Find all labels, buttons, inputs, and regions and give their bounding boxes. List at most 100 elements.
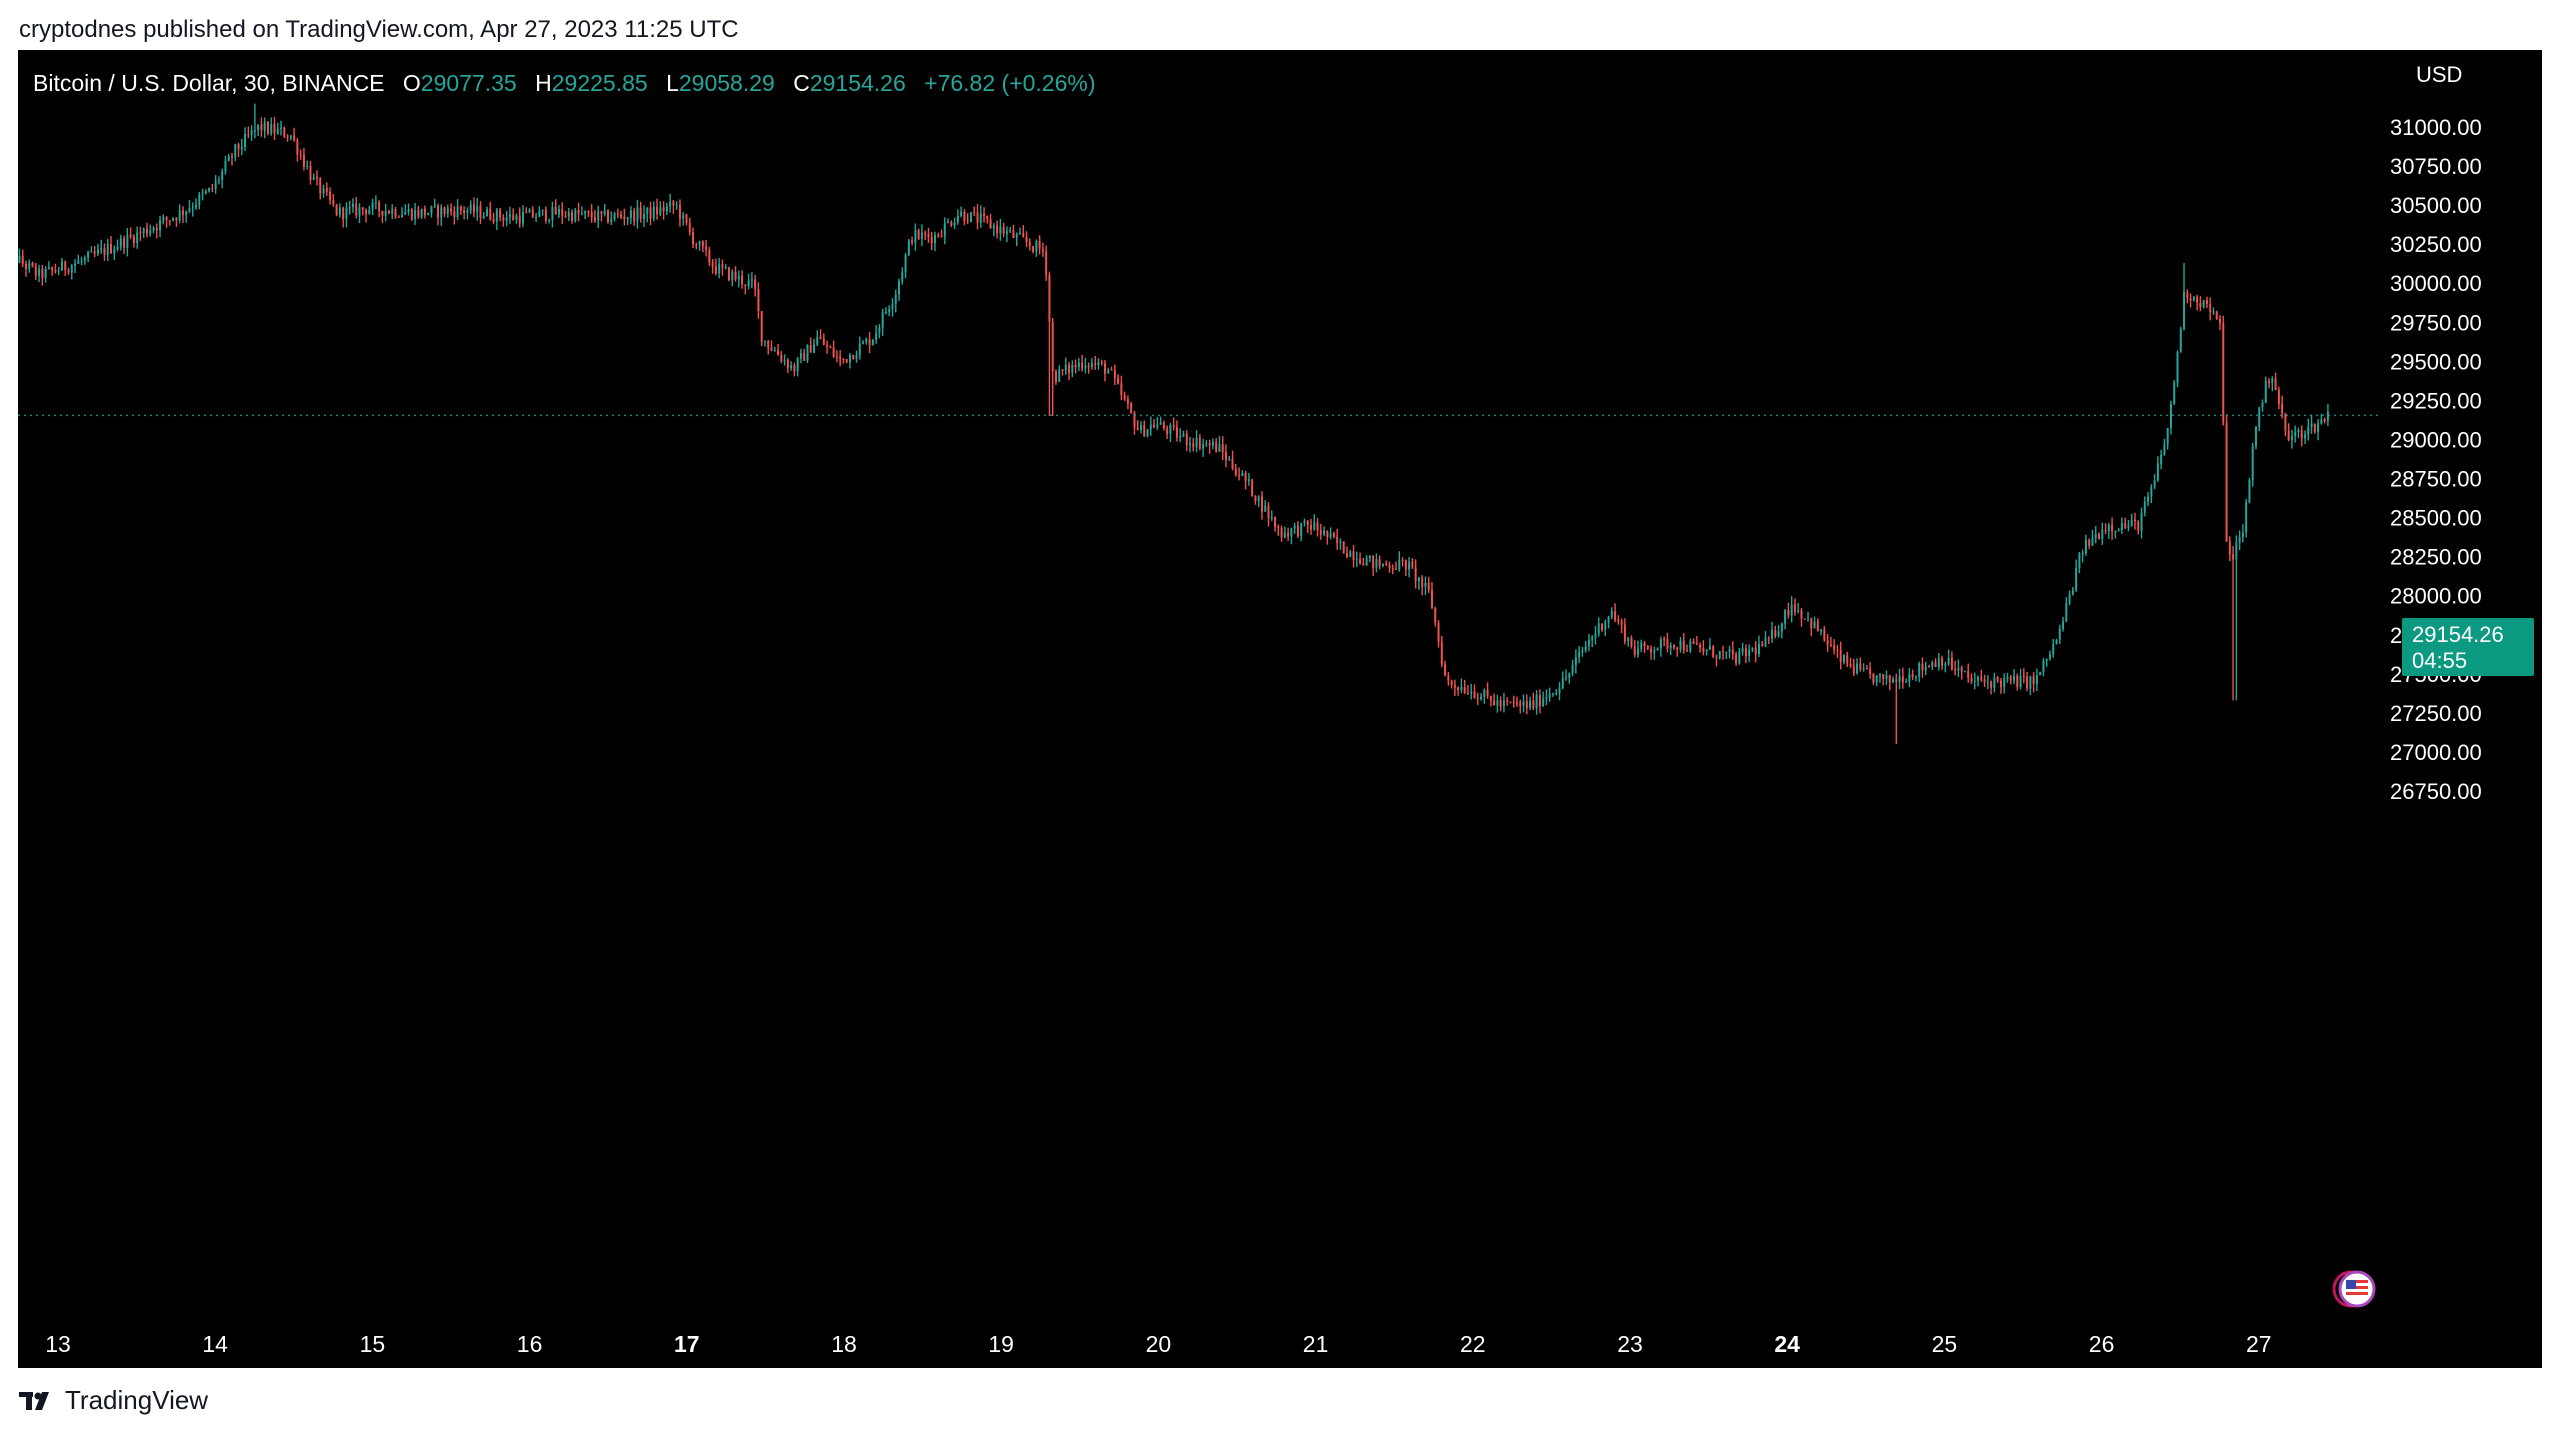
candle-body	[136, 232, 139, 244]
candle-body	[1950, 657, 1953, 670]
candle-body	[260, 124, 263, 131]
candle-body	[2022, 676, 2025, 678]
us-flag-icon[interactable]	[2331, 1268, 2377, 1310]
candle-body	[1172, 425, 1175, 427]
candle-body	[695, 244, 698, 246]
candle-body	[1087, 365, 1090, 367]
candle-body	[541, 209, 544, 211]
candle-body	[871, 339, 874, 346]
candle-body	[2111, 524, 2114, 532]
price-tick-label: 27000.00	[2390, 740, 2482, 765]
candle-body	[1885, 675, 1888, 679]
candle-body	[427, 213, 430, 215]
candle-body	[492, 219, 495, 222]
close-label: C	[793, 70, 810, 96]
candle-body	[2199, 302, 2202, 308]
candle-body	[1162, 422, 1165, 429]
candle-body	[1453, 685, 1456, 688]
candle-body	[129, 234, 132, 237]
candle-body	[1185, 433, 1188, 445]
candle-body	[2176, 352, 2179, 383]
candle-body	[1597, 623, 1600, 634]
candle-body	[1610, 611, 1613, 617]
candle-body	[1905, 681, 1908, 683]
candle-body	[1211, 441, 1214, 446]
candle-body	[2284, 413, 2287, 431]
candle-body	[603, 210, 606, 214]
candle-body	[1323, 530, 1326, 535]
candle-body	[2147, 496, 2150, 503]
candle-body	[2071, 589, 2074, 595]
candle-body	[1548, 694, 1551, 698]
candle-body	[1764, 637, 1767, 647]
candle-body	[571, 212, 574, 222]
candle-body	[1565, 677, 1568, 679]
time-tick-label: 25	[1932, 1331, 1958, 1357]
candle-body	[2127, 525, 2130, 528]
candle-body	[1411, 561, 1414, 568]
footer-brand[interactable]: TradingView	[19, 1385, 208, 1416]
candle-body	[397, 216, 400, 218]
candle-body	[1123, 395, 1126, 400]
candle-body	[1672, 645, 1675, 648]
candle-body	[1960, 667, 1963, 672]
candle-body	[858, 343, 861, 356]
time-tick-label: 13	[45, 1331, 71, 1357]
candle-body	[2098, 533, 2101, 539]
candle-body	[1970, 677, 1973, 682]
candle-body	[806, 344, 809, 361]
price-tick-label: 29750.00	[2390, 310, 2482, 335]
candle-body	[2016, 675, 2019, 688]
candle-body	[607, 210, 610, 222]
candle-body	[1136, 427, 1139, 430]
candle-body	[2264, 381, 2267, 403]
candle-body	[453, 210, 456, 217]
candle-body	[973, 212, 976, 214]
candle-body	[1061, 369, 1064, 371]
candle-body	[1493, 700, 1496, 706]
candle-body	[711, 262, 714, 267]
candle-body	[446, 208, 449, 214]
chart-area[interactable]: 31000.00 30750.00 30500.00 30250.00 30000.00…	[18, 50, 2542, 1368]
candlestick-chart[interactable]: 31000.00 30750.00 30500.00 30250.00 30000.00…	[18, 50, 2542, 1368]
candle-body	[888, 309, 891, 312]
candle-body	[1182, 433, 1185, 436]
candle-body	[1421, 577, 1424, 587]
candle-body	[535, 216, 538, 218]
candle-body	[1682, 640, 1685, 651]
candle-body	[956, 215, 959, 223]
candle-body	[665, 206, 668, 212]
candle-body	[852, 354, 855, 360]
candle-body	[100, 248, 103, 250]
candle-body	[1908, 674, 1911, 682]
candle-body	[508, 214, 511, 218]
candle-body	[1803, 618, 1806, 620]
candle-body	[2091, 538, 2094, 546]
candle-body	[1133, 412, 1136, 428]
candle-body	[1937, 658, 1940, 667]
candle-body	[440, 207, 443, 218]
publisher-header: cryptodnes published on TradingView.com,…	[19, 16, 739, 43]
candle-body	[1126, 399, 1129, 404]
candle-body	[587, 211, 590, 213]
symbol-title[interactable]: Bitcoin / U.S. Dollar, 30, BINANCE	[33, 70, 385, 96]
candle-body	[1731, 649, 1734, 655]
candle-body	[1640, 642, 1643, 649]
candle-body	[289, 135, 292, 138]
candle-body	[322, 188, 325, 194]
candle-body	[741, 275, 744, 285]
candle-body	[1659, 639, 1662, 649]
candle-body	[2294, 432, 2297, 437]
candle-body	[1058, 369, 1061, 382]
candle-body	[423, 208, 426, 215]
candle-body	[613, 213, 616, 220]
candle-body	[240, 147, 243, 150]
currency-label[interactable]: USD	[2416, 62, 2463, 87]
candle-body	[2205, 300, 2208, 305]
candle-body	[486, 208, 489, 217]
candle-body	[1941, 658, 1944, 666]
candle-body	[2232, 554, 2235, 560]
candle-body	[1986, 681, 1989, 683]
candle-body	[966, 220, 969, 222]
candle-body	[1156, 424, 1159, 428]
